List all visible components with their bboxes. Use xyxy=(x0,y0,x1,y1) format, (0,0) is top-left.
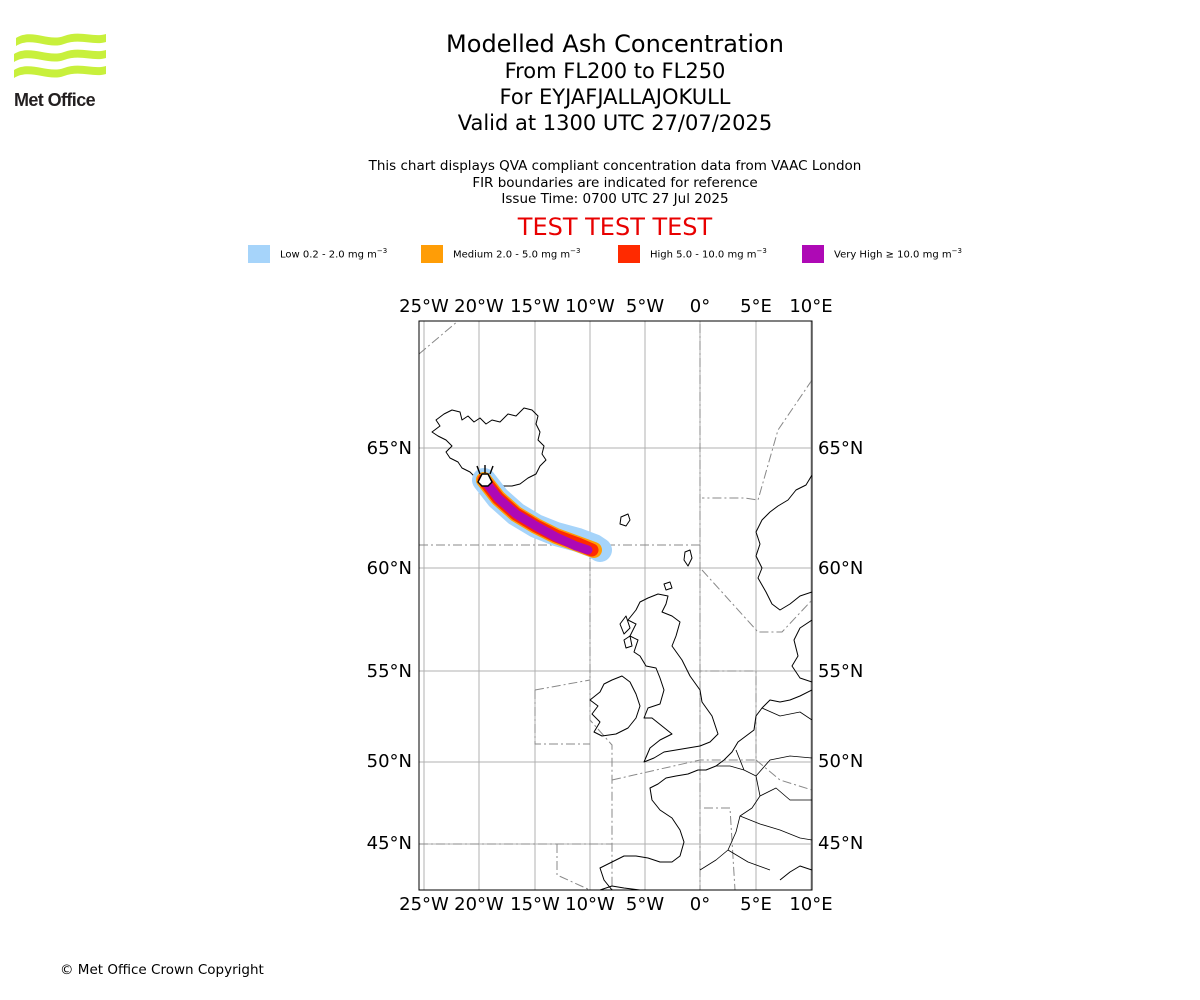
orkney-islands xyxy=(663,581,673,591)
lat-labels-right: 65°N 60°N 55°N 50°N 45°N xyxy=(818,438,863,854)
lon-label-5w-top: 5°W xyxy=(626,296,664,317)
legend-item-very-high: Very High ≥ 10.0 mg m−3 xyxy=(802,244,962,264)
lon-label-10e-bottom: 10°E xyxy=(789,894,832,915)
fir-boundaries xyxy=(419,321,812,890)
info-line-issue-time: Issue Time: 0700 UTC 27 Jul 2025 xyxy=(501,191,729,207)
chart-info: This chart displays QVA compliant concen… xyxy=(315,158,915,208)
lat-label-60n-left: 60°N xyxy=(367,558,412,579)
lon-labels-top: 25°W 20°W 15°W 10°W 5°W 0° 5°E 10°E xyxy=(399,296,832,317)
lat-label-50n-right: 50°N xyxy=(818,751,863,772)
lat-label-65n-left: 65°N xyxy=(367,438,412,459)
coastlines xyxy=(431,407,812,890)
volcano-name: For EYJAFJALLAJOKULL xyxy=(499,85,731,109)
iceland-coast xyxy=(431,407,547,487)
lon-label-15w-bottom: 15°W xyxy=(510,894,560,915)
flight-level-range: From FL200 to FL250 xyxy=(504,59,726,83)
lat-label-45n-right: 45°N xyxy=(818,833,863,854)
lat-label-65n-right: 65°N xyxy=(818,438,863,459)
lon-label-5w-bottom: 5°W xyxy=(626,894,664,915)
legend-swatch-low xyxy=(248,245,270,263)
ireland-coast xyxy=(589,675,641,737)
legend-swatch-medium xyxy=(421,245,443,263)
legend-item-low: Low 0.2 - 2.0 mg m−3 xyxy=(248,244,387,264)
info-line-qva: This chart displays QVA compliant concen… xyxy=(368,158,862,174)
lat-label-60n-right: 60°N xyxy=(818,558,863,579)
norway-coast xyxy=(755,474,812,611)
ash-plume xyxy=(472,468,612,562)
lon-label-10e-top: 10°E xyxy=(789,296,832,317)
lon-label-0-top: 0° xyxy=(690,296,710,317)
logo-waves-icon xyxy=(14,33,106,78)
ash-map: 25°W 20°W 15°W 10°W 5°W 0° 5°E 10°E 25°W… xyxy=(367,296,864,915)
lat-label-55n-left: 55°N xyxy=(367,661,412,682)
lat-label-55n-right: 55°N xyxy=(818,661,863,682)
legend-swatch-high xyxy=(618,245,640,263)
lon-label-0-bottom: 0° xyxy=(690,894,710,915)
country-borders xyxy=(699,707,812,871)
test-banner: TEST TEST TEST xyxy=(517,213,713,241)
hebrides-islands xyxy=(619,615,633,649)
logo-wordmark: Met Office xyxy=(14,90,96,110)
lon-label-5e-bottom: 5°E xyxy=(740,894,772,915)
map-background xyxy=(419,321,812,890)
legend-item-high: High 5.0 - 10.0 mg m−3 xyxy=(618,244,767,264)
lon-label-15w-top: 15°W xyxy=(510,296,560,317)
legend-label-very-high: Very High ≥ 10.0 mg m−3 xyxy=(834,247,962,261)
met-office-logo: Met Office xyxy=(14,30,110,112)
chart-title: Modelled Ash Concentration xyxy=(446,30,784,58)
lon-labels-bottom: 25°W 20°W 15°W 10°W 5°W 0° 5°E 10°E xyxy=(399,894,832,915)
great-britain-coast xyxy=(627,593,719,763)
lat-labels-left: 65°N 60°N 55°N 50°N 45°N xyxy=(367,438,412,854)
lon-label-5e-top: 5°E xyxy=(740,296,772,317)
copyright-notice: © Met Office Crown Copyright xyxy=(60,962,264,978)
legend-swatch-very-high xyxy=(802,245,824,263)
shetland-islands xyxy=(683,549,693,567)
continental-europe-coast xyxy=(599,689,812,890)
ash-very-high-band xyxy=(479,475,593,555)
lon-label-10w-top: 10°W xyxy=(565,296,615,317)
valid-time: Valid at 1300 UTC 27/07/2025 xyxy=(457,111,773,135)
legend-label-low: Low 0.2 - 2.0 mg m−3 xyxy=(280,247,388,261)
lat-label-45n-left: 45°N xyxy=(367,833,412,854)
legend-label-high: High 5.0 - 10.0 mg m−3 xyxy=(650,247,767,261)
denmark-coast xyxy=(791,619,812,683)
lon-label-25w-bottom: 25°W xyxy=(399,894,449,915)
legend: Low 0.2 - 2.0 mg m−3 Medium 2.0 - 5.0 mg… xyxy=(0,244,1200,264)
volcano-icon xyxy=(476,465,494,487)
map-frame xyxy=(418,320,813,891)
iberia-north-coast xyxy=(599,885,641,890)
lon-label-25w-top: 25°W xyxy=(399,296,449,317)
lon-label-20w-bottom: 20°W xyxy=(454,894,504,915)
info-line-fir: FIR boundaries are indicated for referen… xyxy=(472,174,758,191)
chart-title-block: Modelled Ash Concentration From FL200 to… xyxy=(315,30,915,136)
lon-label-10w-bottom: 10°W xyxy=(565,894,615,915)
lon-label-20w-top: 20°W xyxy=(454,296,504,317)
legend-label-medium: Medium 2.0 - 5.0 mg m−3 xyxy=(453,247,581,261)
italy-coast xyxy=(779,865,812,881)
lat-label-50n-left: 50°N xyxy=(367,751,412,772)
legend-item-medium: Medium 2.0 - 5.0 mg m−3 xyxy=(421,244,580,264)
faroe-islands xyxy=(619,513,631,527)
